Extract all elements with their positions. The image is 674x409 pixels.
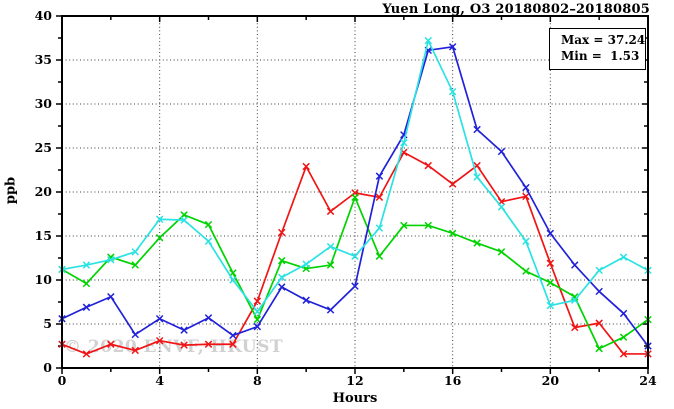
y-tick-label: 15 (35, 228, 52, 243)
series-red-line (61, 151, 648, 355)
y-tick-label: 10 (35, 272, 53, 287)
x-tick-label: 16 (444, 373, 462, 388)
y-tick-label: 5 (43, 316, 52, 331)
chart-title: Yuen Long, O3 20180802–20180805 (382, 2, 650, 17)
x-tick-label: 4 (155, 373, 164, 388)
legend-max-value: Max = 37.24 (561, 33, 646, 47)
series-cyan-markers (58, 36, 652, 316)
legend-box: Max = 37.24 Min = 1.53 (549, 28, 646, 70)
watermark: © 2020 ENVF, HKUST (64, 337, 284, 357)
x-tick-label: 8 (253, 373, 262, 388)
x-tick-label: 12 (346, 373, 363, 388)
y-tick-label: 0 (43, 360, 52, 375)
y-tick-label: 20 (35, 184, 53, 199)
y-tick-label: 30 (35, 96, 53, 111)
y-tick-label: 25 (35, 140, 52, 155)
x-tick-label: 0 (58, 373, 67, 388)
legend-min-value: Min = 1.53 (561, 49, 640, 63)
x-tick-label: 20 (542, 373, 560, 388)
y-tick-label: 40 (35, 8, 53, 23)
x-tick-label: 24 (639, 373, 657, 388)
y-tick-label: 35 (35, 52, 52, 67)
y-axis-label: ppb (3, 176, 19, 205)
x-axis-label: Hours (332, 391, 378, 406)
